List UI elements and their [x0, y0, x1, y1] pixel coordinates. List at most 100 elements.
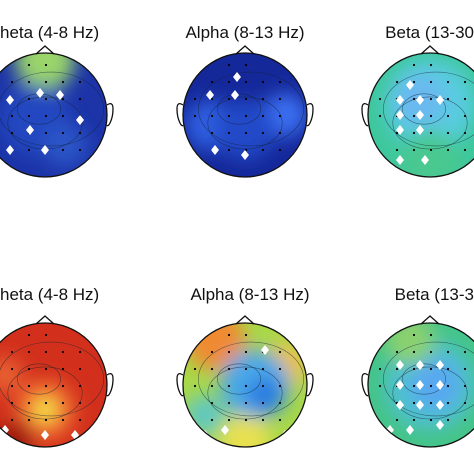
- significant-electrode: [416, 110, 424, 120]
- electrode: [429, 333, 433, 337]
- electrode: [412, 401, 416, 405]
- electrode: [429, 384, 433, 388]
- electrode: [278, 401, 282, 405]
- electrode: [244, 80, 248, 84]
- activity-region: [400, 130, 460, 177]
- electrode: [27, 148, 31, 152]
- panel-title: Beta (13-30: [385, 23, 474, 42]
- ear: [361, 373, 369, 397]
- electrode: [44, 63, 48, 67]
- significant-electrode: [41, 430, 49, 440]
- nose: [235, 45, 255, 55]
- electrode: [446, 367, 450, 371]
- electrode: [429, 63, 433, 67]
- significant-electrode: [421, 155, 429, 165]
- electrode: [446, 97, 450, 101]
- electrode: [10, 384, 14, 388]
- significant-electrode: [6, 145, 14, 155]
- electrode: [27, 333, 31, 337]
- ear: [306, 103, 314, 127]
- electrode: [210, 367, 214, 371]
- activity-region: [247, 377, 283, 413]
- electrode: [10, 367, 14, 371]
- significant-electrode: [416, 95, 424, 105]
- electrode: [27, 384, 31, 388]
- electrode: [227, 148, 231, 152]
- electrode: [61, 367, 65, 371]
- electrode: [210, 418, 214, 422]
- electrode: [446, 131, 450, 135]
- electrode: [227, 333, 231, 337]
- electrode: [446, 401, 450, 405]
- contour: [401, 363, 446, 395]
- electrode: [463, 80, 467, 84]
- electrode: [395, 418, 399, 422]
- significant-electrode: [221, 425, 229, 435]
- electrode: [261, 114, 265, 118]
- electrode: [463, 401, 467, 405]
- electrode: [261, 80, 265, 84]
- electrode: [27, 114, 31, 118]
- electrode: [412, 418, 416, 422]
- electrode: [244, 401, 248, 405]
- significant-electrode: [241, 150, 249, 160]
- topomap: [0, 323, 107, 447]
- electrode: [78, 350, 82, 354]
- electrode: [278, 80, 282, 84]
- activity-region: [410, 360, 460, 410]
- electrode: [463, 131, 467, 135]
- electrode: [261, 131, 265, 135]
- electrode: [244, 131, 248, 135]
- significant-electrode: [41, 145, 49, 155]
- significant-electrode: [416, 360, 424, 370]
- nose: [35, 45, 55, 55]
- electrode: [44, 333, 48, 337]
- electrode: [244, 114, 248, 118]
- electrode: [227, 63, 231, 67]
- electrode: [278, 367, 282, 371]
- significant-electrode: [76, 115, 84, 125]
- electrode: [412, 131, 416, 135]
- electrode: [412, 350, 416, 354]
- electrode: [61, 384, 65, 388]
- ear: [306, 373, 314, 397]
- electrode: [78, 418, 82, 422]
- contour: [0, 341, 105, 417]
- electrode: [78, 384, 82, 388]
- head-outline: [182, 52, 308, 178]
- head-outline: [367, 322, 474, 448]
- electrode: [244, 63, 248, 67]
- electrode: [44, 367, 48, 371]
- electrode: [27, 418, 31, 422]
- electrode: [44, 418, 48, 422]
- electrode: [78, 148, 82, 152]
- electrode: [244, 418, 248, 422]
- significant-electrode: [231, 90, 239, 100]
- electrode: [378, 384, 382, 388]
- electrode: [412, 114, 416, 118]
- electrode: [463, 418, 467, 422]
- electrode: [78, 97, 82, 101]
- contour: [16, 363, 62, 395]
- electrode: [27, 367, 31, 371]
- electrode: [261, 418, 265, 422]
- contour: [401, 93, 446, 125]
- electrode: [210, 97, 214, 101]
- electrode: [446, 418, 450, 422]
- electrode: [463, 367, 467, 371]
- electrode: [429, 80, 433, 84]
- nose: [35, 315, 55, 325]
- electrode: [227, 418, 231, 422]
- head-outline: [182, 322, 308, 448]
- significant-electrode: [436, 400, 444, 410]
- electrode: [210, 114, 214, 118]
- electrode: [261, 401, 265, 405]
- electrode: [27, 97, 31, 101]
- electrode: [227, 367, 231, 371]
- electrode: [27, 80, 31, 84]
- significant-electrode: [416, 380, 424, 390]
- significant-electrode: [233, 72, 241, 82]
- electrode: [429, 401, 433, 405]
- electrode: [463, 148, 467, 152]
- electrode: [278, 418, 282, 422]
